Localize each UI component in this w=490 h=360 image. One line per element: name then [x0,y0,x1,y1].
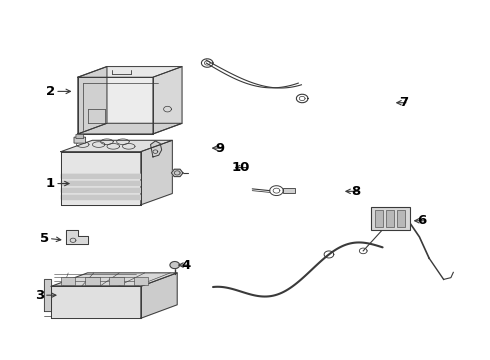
Polygon shape [61,188,141,192]
Text: 4: 4 [181,258,191,271]
Polygon shape [61,140,172,152]
Bar [386,210,394,227]
Text: 2: 2 [46,85,55,98]
Bar [85,278,99,284]
Polygon shape [61,195,141,199]
Text: 1: 1 [46,177,55,190]
FancyBboxPatch shape [76,134,84,139]
Polygon shape [51,286,141,318]
Polygon shape [61,152,141,205]
Polygon shape [51,273,177,286]
Polygon shape [61,174,141,178]
Polygon shape [153,67,182,134]
Polygon shape [78,123,182,134]
Text: 7: 7 [400,96,409,109]
Bar [61,278,75,284]
Bar [134,278,148,284]
Text: 5: 5 [40,232,49,245]
Polygon shape [44,279,51,311]
Text: 10: 10 [231,161,250,174]
Polygon shape [141,273,177,318]
Polygon shape [172,169,183,177]
Polygon shape [78,77,153,134]
Bar [371,207,410,230]
Polygon shape [150,141,162,157]
Text: 3: 3 [35,289,44,302]
Polygon shape [170,261,180,269]
Polygon shape [78,67,107,134]
Bar [397,210,405,227]
FancyBboxPatch shape [74,137,86,143]
Text: 9: 9 [216,141,224,154]
Polygon shape [78,67,182,77]
Bar [375,210,383,227]
Bar [283,188,295,193]
Polygon shape [61,181,141,185]
Bar [109,278,124,284]
Polygon shape [66,230,88,244]
Text: 8: 8 [351,185,360,198]
Text: 6: 6 [417,214,427,227]
Polygon shape [141,140,172,205]
